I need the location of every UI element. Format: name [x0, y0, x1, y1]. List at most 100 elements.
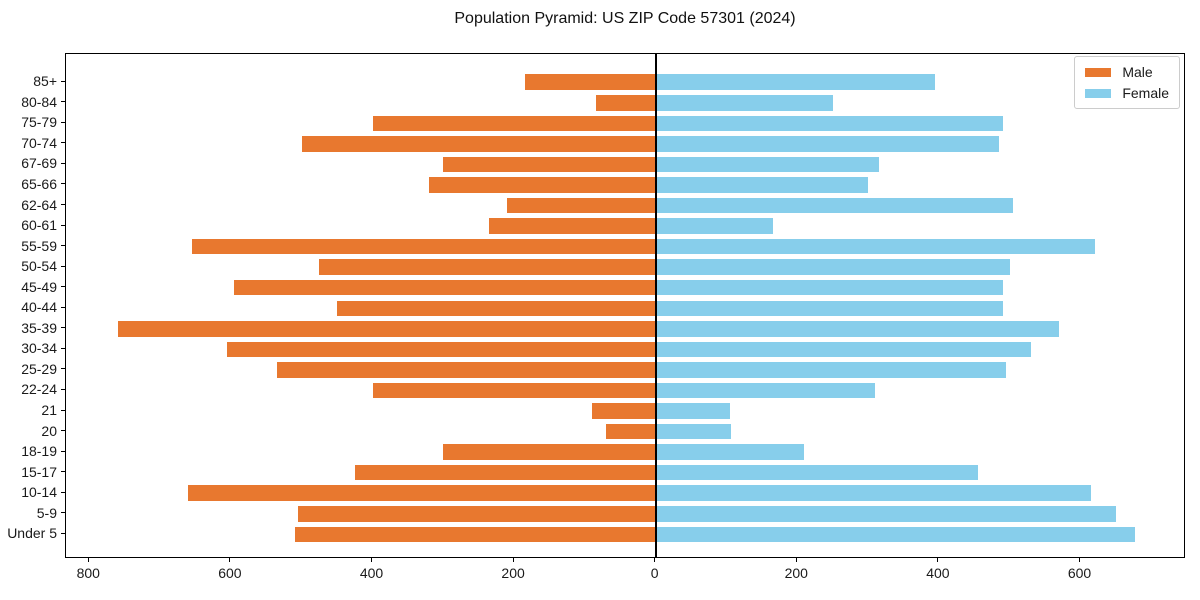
x-tick-mark: [1079, 558, 1080, 562]
y-tick-mark: [61, 286, 65, 288]
y-axis-label: 35-39: [21, 319, 57, 336]
y-axis-label: 50-54: [21, 258, 57, 275]
female-bar-18-19: [655, 444, 805, 460]
male-bar-70-74: [301, 136, 656, 152]
y-axis-label: 22-24: [21, 381, 57, 398]
y-tick-mark: [61, 512, 65, 514]
y-tick-mark: [61, 306, 65, 308]
female-bar-50-54: [655, 259, 1010, 275]
female-bar-62-64: [655, 197, 1014, 214]
y-tick-mark: [61, 409, 65, 411]
male-bar-40-44: [337, 300, 656, 316]
y-axis-label: 80-84: [21, 93, 57, 110]
x-tick-mark: [512, 558, 514, 562]
female-bar-65-66: [655, 177, 869, 193]
plot-area: Male Female: [65, 53, 1185, 558]
male-bar-30-34: [227, 341, 656, 358]
x-tick-mark: [937, 558, 939, 562]
male-bar-Under 5: [294, 526, 656, 543]
female-bar-60-61: [655, 218, 773, 234]
y-tick-mark: [61, 265, 65, 267]
male-bar-20: [606, 423, 656, 440]
female-bar-85+: [655, 74, 936, 90]
x-tick-mark: [371, 558, 372, 562]
male-bar-22-24: [372, 382, 656, 399]
zero-axis-line: [654, 54, 657, 557]
y-axis-label: 40-44: [21, 299, 57, 316]
y-tick-mark: [61, 532, 65, 534]
male-bar-15-17: [354, 464, 656, 481]
x-axis-label: 600: [218, 565, 242, 581]
y-axis-label: 60-61: [21, 217, 57, 234]
x-axis-label: 200: [784, 565, 808, 581]
female-bar-21: [655, 403, 731, 419]
female-color-swatch: [1085, 88, 1112, 98]
male-bar-5-9: [298, 506, 656, 522]
female-bar-55-59: [655, 238, 1095, 255]
female-bar-15-17: [655, 464, 978, 481]
x-axis-label: 0: [650, 565, 659, 581]
female-bar-30-34: [655, 341, 1031, 358]
x-tick-mark: [654, 558, 656, 562]
y-axis-label: 65-66: [21, 175, 57, 192]
y-tick-mark: [61, 204, 65, 205]
x-tick-mark: [87, 558, 89, 562]
male-bar-10-14: [188, 485, 656, 501]
legend-item-female: Female: [1085, 86, 1169, 100]
y-axis-label: 55-59: [21, 237, 57, 254]
y-tick-mark: [61, 162, 65, 164]
y-tick-mark: [61, 347, 65, 349]
y-tick-mark: [61, 430, 65, 432]
y-axis-label: 25-29: [21, 360, 57, 377]
y-axis-label: 15-17: [21, 463, 57, 480]
y-tick-mark: [61, 224, 65, 226]
y-tick-mark: [61, 368, 65, 370]
female-bar-67-69: [655, 156, 879, 173]
y-tick-mark: [61, 121, 65, 123]
female-bar-75-79: [655, 115, 1003, 132]
y-tick-mark: [61, 491, 65, 493]
y-axis-label: 18-19: [21, 443, 57, 460]
x-axis-label: 400: [926, 565, 950, 581]
y-tick-mark: [61, 245, 65, 247]
y-axis-label: 10-14: [21, 484, 57, 501]
male-bar-35-39: [117, 321, 656, 337]
female-bar-22-24: [655, 382, 876, 399]
male-bar-65-66: [429, 177, 656, 193]
y-tick-mark: [61, 450, 65, 452]
y-axis-label: 62-64: [21, 196, 57, 213]
x-tick-mark: [229, 558, 231, 562]
female-bar-10-14: [655, 485, 1092, 501]
x-axis-label: 200: [501, 565, 525, 581]
y-tick-mark: [61, 142, 65, 144]
legend-label-female: Female: [1122, 85, 1169, 101]
x-axis-label: 400: [359, 565, 384, 581]
male-bar-85+: [524, 74, 656, 90]
male-bar-50-54: [319, 259, 656, 275]
x-axis-label: 800: [76, 565, 100, 581]
male-bar-25-29: [276, 362, 656, 378]
y-axis-label: 85+: [33, 73, 57, 90]
y-tick-mark: [61, 101, 65, 103]
male-bar-21: [591, 403, 656, 419]
legend: Male Female: [1074, 56, 1180, 109]
y-tick-mark: [61, 327, 65, 329]
y-tick-mark: [61, 183, 65, 185]
y-axis-label: Under 5: [7, 525, 57, 542]
legend-item-male: Male: [1085, 65, 1169, 79]
male-bar-75-79: [372, 115, 656, 132]
chart-title: Population Pyramid: US ZIP Code 57301 (2…: [454, 10, 796, 27]
male-bar-62-64: [507, 197, 656, 214]
y-axis-label: 67-69: [21, 155, 57, 172]
y-axis-label: 45-49: [21, 278, 57, 295]
male-bar-55-59: [191, 238, 656, 255]
y-axis-label: 70-74: [21, 134, 57, 151]
y-axis-label: 75-79: [21, 114, 57, 131]
x-tick-mark: [795, 558, 797, 562]
male-color-swatch: [1085, 67, 1112, 77]
male-bar-45-49: [234, 279, 656, 296]
female-bar-Under 5: [655, 526, 1135, 543]
female-bar-45-49: [655, 279, 1003, 296]
female-bar-25-29: [655, 362, 1007, 378]
